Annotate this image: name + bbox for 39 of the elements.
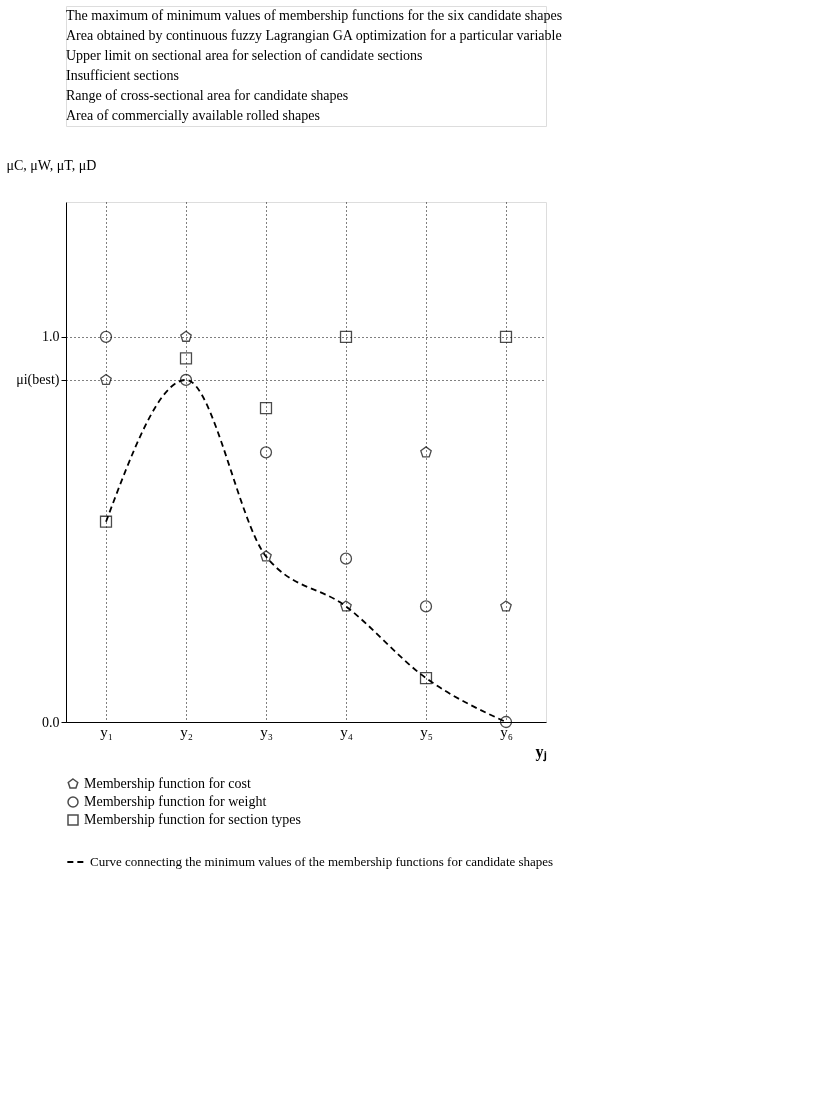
point <box>339 552 353 565</box>
point <box>100 373 112 386</box>
legend-label: Membership function for cost <box>84 776 251 791</box>
point <box>419 600 433 613</box>
point <box>339 330 353 343</box>
point <box>259 401 273 415</box>
x-axis-title: yⱼ <box>535 742 547 762</box>
text: The maximum of minimum values of membership functions for the six candidate shapes <box>66 8 563 23</box>
x-tick-label: y₂ <box>180 723 193 740</box>
y-tick-label: 1.0 <box>42 329 60 345</box>
text: Area of commercially available rolled shapes <box>66 108 320 123</box>
point <box>180 330 192 342</box>
y-tick-label: 0.0 <box>42 714 60 730</box>
point <box>499 715 513 729</box>
point <box>259 446 273 459</box>
point <box>260 550 272 562</box>
y-axis-title: μC, μW, μT, μD <box>6 157 97 173</box>
point <box>99 330 113 343</box>
x-tick-label: y₆ <box>500 723 513 740</box>
text: Upper limit on sectional area for selection of candidate sections <box>66 48 423 63</box>
point <box>500 600 512 612</box>
x-tick-label: y₄ <box>340 723 353 740</box>
point <box>179 373 193 387</box>
x-tick-label: y₁ <box>100 723 113 740</box>
point <box>179 352 193 365</box>
point <box>419 671 433 685</box>
point <box>499 330 513 343</box>
point <box>340 600 352 612</box>
text: Insufficient sections <box>66 68 179 83</box>
x-tick-label: y₅ <box>420 723 433 740</box>
text: Range of cross-sectional area for candidate shapes <box>66 88 349 103</box>
text: Area obtained by continuous fuzzy Lagrangian GA optimization for a particular variable <box>66 28 562 43</box>
x-tick-label: y₃ <box>260 723 273 740</box>
legend-label: Membership function for section types <box>84 812 301 827</box>
legend-label: Curve connecting the minimum values of the membership functions for candidate shapes <box>90 854 554 869</box>
legend-label: Membership function for weight <box>84 794 267 809</box>
point <box>420 446 432 458</box>
y-tick-label: μi(best) <box>16 372 60 389</box>
point <box>99 515 113 528</box>
